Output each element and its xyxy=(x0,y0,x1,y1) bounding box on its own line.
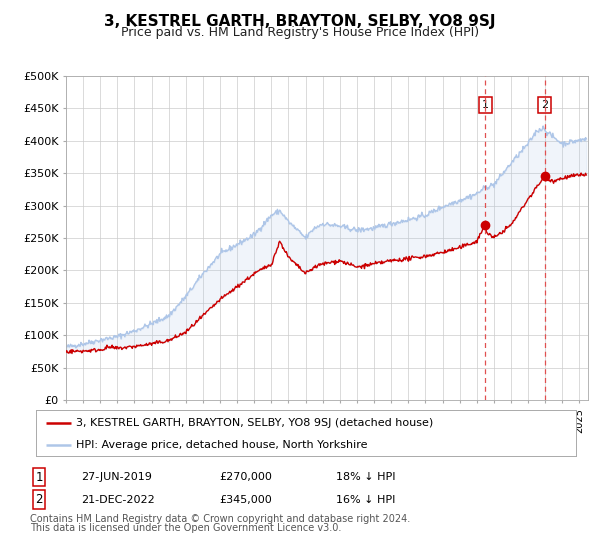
Text: £345,000: £345,000 xyxy=(219,494,272,505)
Text: 3, KESTREL GARTH, BRAYTON, SELBY, YO8 9SJ (detached house): 3, KESTREL GARTH, BRAYTON, SELBY, YO8 9S… xyxy=(77,418,434,428)
Text: Price paid vs. HM Land Registry's House Price Index (HPI): Price paid vs. HM Land Registry's House … xyxy=(121,26,479,39)
Text: 21-DEC-2022: 21-DEC-2022 xyxy=(81,494,155,505)
Text: 1: 1 xyxy=(482,100,488,110)
Text: 18% ↓ HPI: 18% ↓ HPI xyxy=(336,472,395,482)
Text: Contains HM Land Registry data © Crown copyright and database right 2024.: Contains HM Land Registry data © Crown c… xyxy=(30,514,410,524)
Text: 16% ↓ HPI: 16% ↓ HPI xyxy=(336,494,395,505)
Text: This data is licensed under the Open Government Licence v3.0.: This data is licensed under the Open Gov… xyxy=(30,523,341,533)
Text: £270,000: £270,000 xyxy=(219,472,272,482)
Text: 3, KESTREL GARTH, BRAYTON, SELBY, YO8 9SJ: 3, KESTREL GARTH, BRAYTON, SELBY, YO8 9S… xyxy=(104,14,496,29)
Text: 1: 1 xyxy=(35,470,43,484)
Text: HPI: Average price, detached house, North Yorkshire: HPI: Average price, detached house, Nort… xyxy=(77,440,368,450)
Text: 2: 2 xyxy=(541,100,548,110)
Text: 27-JUN-2019: 27-JUN-2019 xyxy=(81,472,152,482)
Text: 2: 2 xyxy=(35,493,43,506)
